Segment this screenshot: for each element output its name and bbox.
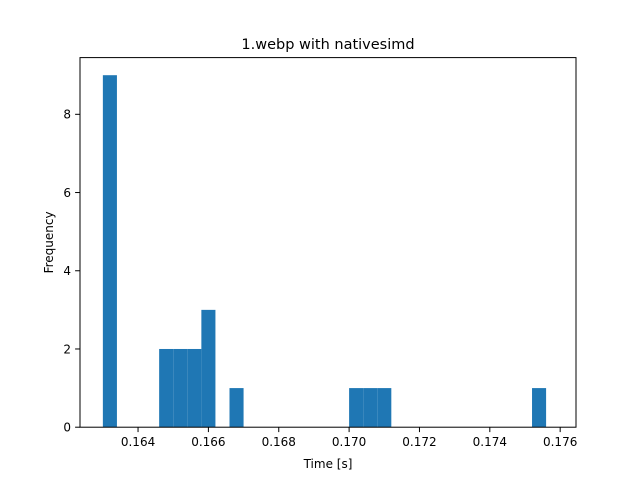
y-axis-ticks: 0 2 4 6 8 <box>63 108 80 435</box>
y-tick-label: 0 <box>63 421 71 435</box>
histogram-bar-3 <box>159 348 174 428</box>
x-tick-label: 0.174 <box>473 435 507 449</box>
chart-title: 1.webp with nativesimd <box>241 37 414 53</box>
histogram-bar-10 <box>363 388 378 428</box>
y-tick-label: 6 <box>63 186 71 200</box>
histogram-bar-8 <box>229 388 244 428</box>
histogram-bar-12 <box>532 388 547 428</box>
x-tick-label: 0.164 <box>121 435 155 449</box>
histogram-bar-5 <box>187 348 202 428</box>
x-axis-ticks: 0.164 0.166 0.168 0.170 0.172 0.174 0.176 <box>121 427 577 449</box>
histogram-bars <box>102 75 547 428</box>
x-tick-label: 0.172 <box>402 435 436 449</box>
histogram-bar-0 <box>102 75 117 428</box>
histogram-bar-9 <box>349 388 364 428</box>
histogram-bar-11 <box>377 388 392 428</box>
histogram-bar-4 <box>173 348 188 428</box>
y-axis-label: Frequency <box>42 211 56 273</box>
y-tick-label: 4 <box>63 264 71 278</box>
x-axis-label: Time [s] <box>303 457 353 471</box>
histogram-bar-6 <box>201 309 216 428</box>
x-tick-label: 0.170 <box>332 435 366 449</box>
plot-area-frame <box>79 57 577 428</box>
y-tick-label: 2 <box>63 342 71 356</box>
x-tick-label: 0.166 <box>191 435 225 449</box>
y-tick-label: 8 <box>63 108 71 122</box>
x-tick-label: 0.176 <box>543 435 577 449</box>
x-tick-label: 0.168 <box>262 435 296 449</box>
